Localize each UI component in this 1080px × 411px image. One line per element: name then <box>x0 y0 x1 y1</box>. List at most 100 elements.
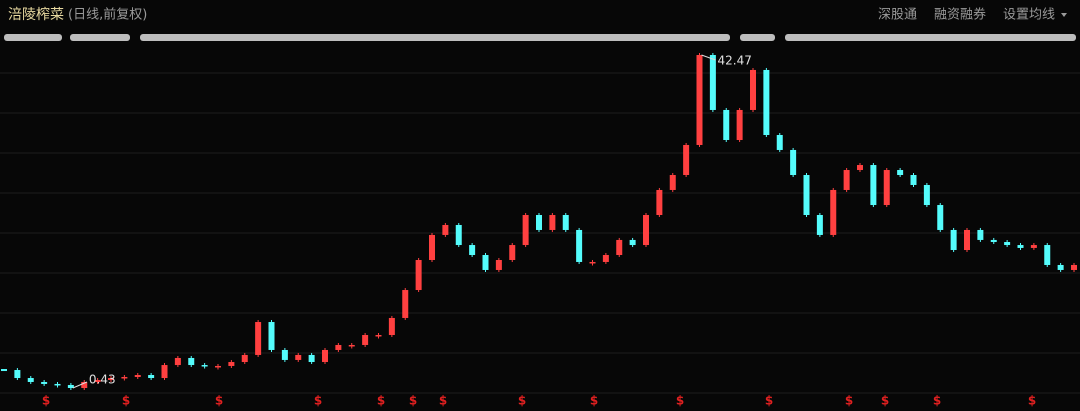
candle <box>683 144 690 176</box>
event-marker: $ <box>409 394 417 408</box>
event-marker: $ <box>122 394 130 408</box>
event-marker: $ <box>881 394 889 408</box>
candle <box>429 234 435 260</box>
candle <box>763 69 770 136</box>
indicator-strip <box>4 34 1076 41</box>
candle <box>709 55 716 110</box>
candle <box>522 215 529 246</box>
candle <box>1057 264 1064 270</box>
event-marker: $ <box>845 394 853 408</box>
candle <box>81 381 88 388</box>
indicator-band <box>740 34 775 41</box>
candle <box>643 215 649 246</box>
event-marker: $ <box>765 394 773 408</box>
candle <box>402 290 409 318</box>
candle <box>937 205 944 230</box>
candle <box>950 229 957 251</box>
candle <box>469 245 476 256</box>
candle <box>883 170 890 206</box>
indicator-band <box>140 34 730 41</box>
candle <box>1030 245 1037 248</box>
candle <box>1004 242 1011 246</box>
event-marker: $ <box>377 394 385 408</box>
candle <box>602 255 609 262</box>
candle <box>94 379 101 382</box>
event-marker: $ <box>590 394 598 408</box>
candle <box>335 344 342 350</box>
indicator-band <box>4 34 62 41</box>
candle <box>923 184 930 206</box>
candle <box>322 349 328 363</box>
candle <box>54 383 61 386</box>
candle <box>442 224 449 235</box>
candle <box>41 381 48 384</box>
event-marker: $ <box>314 394 322 408</box>
button[interactable]: 深股通 <box>878 8 917 23</box>
candle <box>816 215 823 235</box>
event-marker: $ <box>215 394 223 408</box>
candle <box>1071 264 1077 270</box>
event-marker: $ <box>933 394 941 408</box>
indicator-band <box>785 34 1076 41</box>
candle <box>736 109 743 140</box>
candle <box>67 384 74 388</box>
candle <box>1017 245 1024 248</box>
plot: 42.47 0.43 $ $ $ $ $ $ $ $ $ $ $ $ $ $ $ <box>1 53 1077 408</box>
candle <box>857 165 863 171</box>
button[interactable]: 设置均线 <box>1003 8 1055 23</box>
button[interactable]: 融资融券 <box>934 7 986 23</box>
candle <box>14 370 21 379</box>
candle <box>281 349 288 360</box>
candle <box>589 261 596 264</box>
candle <box>27 378 34 382</box>
candle <box>830 189 837 235</box>
candle <box>495 259 502 270</box>
candle <box>215 365 221 368</box>
event-marker: $ <box>42 394 50 408</box>
candle <box>482 255 489 270</box>
candle <box>629 239 636 246</box>
candle <box>455 224 462 246</box>
candle <box>977 229 984 240</box>
candle <box>148 375 155 379</box>
candle <box>509 245 516 260</box>
candle <box>1 369 7 372</box>
candle <box>241 354 248 363</box>
candle <box>174 357 181 366</box>
candle <box>375 335 382 337</box>
grid <box>0 72 1080 394</box>
event-marker: $ <box>1028 394 1036 408</box>
candle <box>388 317 395 336</box>
candle <box>161 365 168 379</box>
candle <box>348 344 355 347</box>
candle <box>201 365 208 367</box>
annotation-arrow <box>701 54 716 61</box>
candle <box>108 378 114 380</box>
candle <box>669 175 676 190</box>
event-marker: $ <box>439 394 447 408</box>
dropdown-arrow[interactable] <box>1061 13 1067 17</box>
candle <box>803 175 810 216</box>
stock-name: 涪陵榨菜 <box>8 6 64 23</box>
candle <box>549 215 556 230</box>
event-marker: $ <box>676 394 684 408</box>
chart-subtitle: (日线,前复权) <box>68 7 147 23</box>
candle <box>696 55 703 145</box>
candle <box>910 175 917 185</box>
high-label: 42.47 <box>718 54 752 68</box>
indicator-band <box>70 34 130 41</box>
candle <box>295 354 302 360</box>
candle <box>843 170 850 190</box>
candle <box>576 229 583 262</box>
candle <box>1044 245 1051 265</box>
candle <box>228 362 235 366</box>
candle <box>870 165 877 206</box>
low-label: 0.43 <box>89 373 116 387</box>
candle <box>616 239 623 256</box>
candle <box>723 109 730 140</box>
candle <box>656 189 663 216</box>
candle <box>268 322 275 350</box>
annotation-arrow <box>72 381 88 389</box>
